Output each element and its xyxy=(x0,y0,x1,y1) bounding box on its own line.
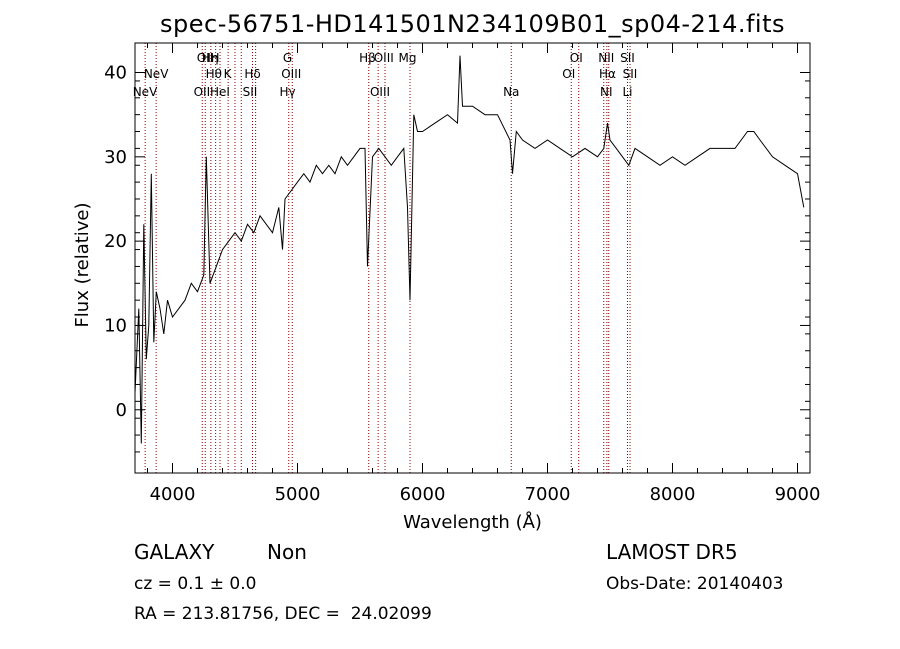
marker-label: NII xyxy=(598,51,614,65)
marker-label: Hα xyxy=(599,67,616,81)
marker-label: Hδ xyxy=(244,67,260,81)
x-tick-label: 9000 xyxy=(775,484,821,505)
survey-name: LAMOST DR5 xyxy=(606,540,738,564)
redshift-readout: cz = 0.1 ± 0.0 xyxy=(134,574,257,594)
marker-label: Hη xyxy=(202,51,219,65)
axis-ticks xyxy=(135,43,810,473)
marker-label: H xyxy=(210,51,219,65)
object-class: GALAXY xyxy=(134,540,215,564)
y-tick-label: 30 xyxy=(104,147,127,168)
x-tick-label: 8000 xyxy=(650,484,696,505)
marker-label: Hβ xyxy=(359,51,376,65)
marker-label: OIII xyxy=(370,85,390,99)
object-subclass: Non xyxy=(267,540,307,564)
spectrum-series-line xyxy=(134,55,805,444)
observation-date: Obs-Date: 20140403 xyxy=(606,574,784,594)
marker-label: Hθ xyxy=(206,67,222,81)
marker-label: NI xyxy=(600,85,613,99)
coordinates-readout: RA = 213.81756, DEC = 24.02099 xyxy=(134,604,432,624)
marker-label: Mg xyxy=(399,51,417,65)
y-tick-label: 40 xyxy=(104,63,127,84)
x-tick-label: 6000 xyxy=(400,484,446,505)
marker-label: OIII xyxy=(281,67,301,81)
marker-label: HeI xyxy=(210,85,230,99)
marker-label: OII xyxy=(197,51,214,65)
x-tick-label: 4000 xyxy=(150,484,196,505)
chart-title: spec-56751-HD141501N234109B01_sp04-214.f… xyxy=(160,10,785,38)
marker-label: NeV xyxy=(144,67,169,81)
marker-label: G xyxy=(283,51,292,65)
marker-label: OI xyxy=(570,51,583,65)
y-tick-label: 10 xyxy=(104,315,127,336)
x-axis-label: Wavelength (Å) xyxy=(403,511,542,533)
marker-label: SII xyxy=(620,51,635,65)
marker-label: OIII xyxy=(374,51,394,65)
y-tick-label: 20 xyxy=(104,231,127,252)
x-tick-label: 5000 xyxy=(275,484,321,505)
y-axis-label: Flux (relative) xyxy=(72,202,93,327)
y-tick-label: 0 xyxy=(116,400,127,421)
marker-label: NeV xyxy=(133,85,158,99)
marker-label: SII xyxy=(243,85,258,99)
marker-label: Na xyxy=(503,85,519,99)
marker-label: OII xyxy=(194,85,211,99)
axis-tick-labels: 4000 5000 6000 7000 8000 9000 0 10 20 30 40 xyxy=(104,63,820,505)
marker-label: OI xyxy=(562,67,575,81)
x-tick-label: 7000 xyxy=(525,484,571,505)
marker-label: Li xyxy=(622,85,632,99)
emission-line-markers xyxy=(144,43,631,473)
marker-label: SII xyxy=(623,67,638,81)
plot-frame xyxy=(134,42,811,474)
marker-label: Hγ xyxy=(279,85,295,99)
marker-label: K xyxy=(224,67,233,81)
